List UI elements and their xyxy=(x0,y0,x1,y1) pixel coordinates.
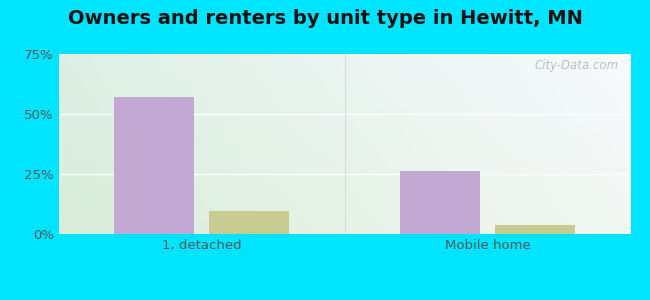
Text: City-Data.com: City-Data.com xyxy=(535,59,619,72)
Text: Owners and renters by unit type in Hewitt, MN: Owners and renters by unit type in Hewit… xyxy=(68,9,582,28)
Legend: Owner occupied units, Renter occupied units: Owner occupied units, Renter occupied un… xyxy=(166,297,523,300)
Bar xyxy=(495,225,575,234)
Bar xyxy=(114,97,194,234)
Bar xyxy=(209,211,289,234)
Bar xyxy=(400,171,480,234)
